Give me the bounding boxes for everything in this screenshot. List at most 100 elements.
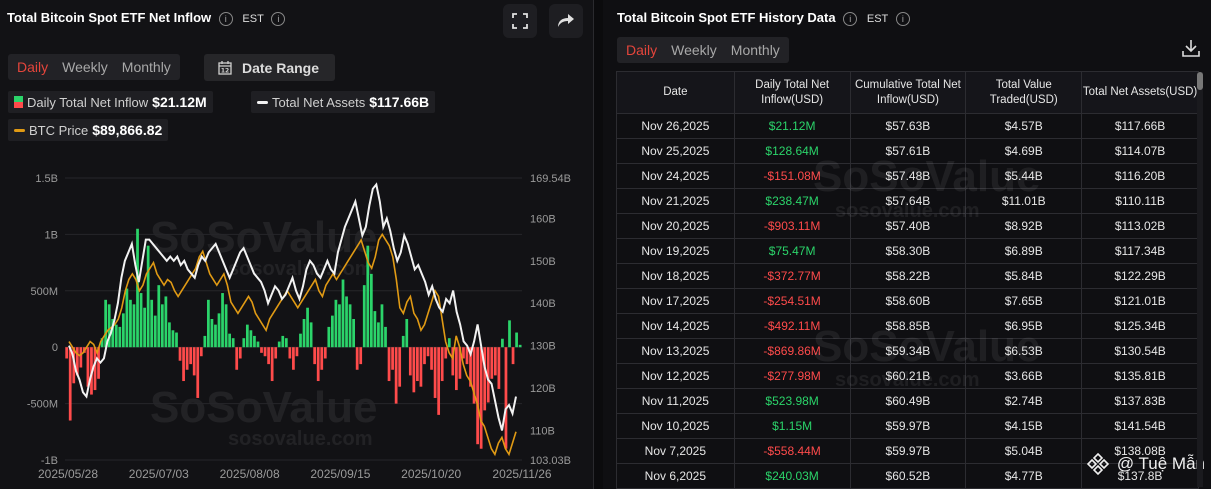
table-row[interactable]: Nov 26,2025 $21.12M $57.63B $4.57B $117.66B: [616, 113, 1199, 139]
inflow-bar: [451, 347, 455, 376]
inflow-bar: [426, 347, 430, 357]
inflow-bar: [274, 347, 278, 359]
inflow-bar: [65, 347, 69, 359]
inflow-bar: [504, 347, 508, 449]
inflow-bar: [121, 313, 125, 348]
inflow-bar: [447, 338, 451, 348]
bar-legend-icon: [14, 96, 23, 108]
calendar-icon: 12: [218, 60, 232, 75]
col-date[interactable]: Date: [616, 71, 735, 114]
cell-value-traded: $4.69B: [965, 138, 1083, 164]
cell-value-traded: $6.53B: [965, 338, 1083, 364]
left-axis-tick: 500M: [30, 286, 58, 298]
cell-net-assets: $113.02B: [1081, 213, 1199, 239]
table-row[interactable]: Nov 24,2025 -$151.08M $57.48B $5.44B $116.20…: [616, 163, 1199, 189]
tab-daily[interactable]: Daily: [626, 42, 658, 58]
inflow-bar: [267, 347, 270, 365]
share-button[interactable]: [549, 4, 583, 38]
table-row[interactable]: Nov 25,2025 $128.64M $57.61B $4.69B $114.07B: [616, 138, 1199, 164]
cell-net-assets: $117.34B: [1081, 238, 1199, 264]
inflow-bar: [306, 307, 309, 348]
share-icon: [558, 14, 574, 27]
inflow-bar: [129, 299, 132, 348]
cell-value-traded: $5.04B: [965, 438, 1083, 464]
cell-daily-inflow: $1.15M: [733, 413, 851, 439]
tab-weekly[interactable]: Weekly: [671, 42, 717, 58]
legend-total-net-assets[interactable]: Total Net Assets $117.66B: [251, 91, 436, 113]
inflow-bar: [493, 347, 497, 376]
cell-cumulative-inflow: $58.22B: [849, 263, 967, 289]
inflow-bar: [292, 347, 295, 370]
inflow-bar: [501, 338, 504, 348]
table-row[interactable]: Nov 6,2025 $240.03M $60.52B $4.77B $137.8B: [616, 463, 1199, 489]
inflow-bar: [207, 299, 210, 348]
table-row[interactable]: Nov 20,2025 -$903.11M $57.40B $8.92B $113.02…: [616, 213, 1199, 239]
inflow-bar: [479, 347, 483, 449]
cell-value-traded: $5.44B: [965, 163, 1083, 189]
table-row[interactable]: Nov 13,2025 -$869.86M $59.34B $6.53B $130.54…: [616, 338, 1199, 364]
fullscreen-button[interactable]: [503, 4, 537, 38]
inflow-bar: [175, 332, 178, 348]
cell-daily-inflow: -$492.11M: [733, 313, 851, 339]
table-row[interactable]: Nov 18,2025 -$372.77M $58.22B $5.84B $122.29…: [616, 263, 1199, 289]
cell-date: Nov 6,2025: [616, 463, 735, 489]
cell-daily-inflow: -$869.86M: [733, 338, 851, 364]
inflow-bar: [249, 330, 253, 348]
tab-daily[interactable]: Daily: [17, 59, 49, 75]
timezone-info-icon[interactable]: i: [895, 11, 910, 26]
cell-net-assets: $121.01B: [1081, 288, 1199, 314]
col-daily-inflow[interactable]: Daily Total Net Inflow(USD): [733, 71, 851, 114]
legend-btc-price[interactable]: BTC Price $89,866.82: [8, 119, 169, 141]
download-button[interactable]: [1182, 39, 1200, 62]
inflow-bar: [408, 347, 412, 376]
table-row[interactable]: Nov 14,2025 -$492.11M $58.85B $6.95B $125.34…: [616, 313, 1199, 339]
table-row[interactable]: Nov 12,2025 -$277.98M $60.21B $3.66B $135.81…: [616, 363, 1199, 389]
col-value-traded[interactable]: Total Value Traded(USD): [965, 71, 1083, 114]
cell-date: Nov 14,2025: [616, 313, 735, 339]
table-scrollbar[interactable]: [1197, 72, 1203, 487]
credit-badge: @ Tuệ Mẫn: [1085, 451, 1205, 477]
tab-monthly[interactable]: Monthly: [730, 42, 780, 58]
table-row[interactable]: Nov 10,2025 $1.15M $59.97B $4.15B $141.54B: [616, 413, 1199, 439]
fullscreen-icon: [512, 13, 528, 29]
download-icon: [1182, 40, 1200, 57]
info-icon[interactable]: i: [218, 11, 233, 26]
x-axis-tick: 2025/05/28: [38, 467, 98, 481]
tab-weekly[interactable]: Weekly: [62, 59, 108, 75]
cell-cumulative-inflow: $58.30B: [849, 238, 967, 264]
inflow-bar: [277, 341, 281, 348]
inflow-bar: [476, 347, 479, 445]
right-axis-tick: 130B: [530, 341, 556, 353]
date-range-button[interactable]: 12 Date Range: [204, 54, 335, 81]
inflow-bar: [401, 335, 405, 348]
net-inflow-panel: Total Bitcoin Spot ETF Net Inflow i EST …: [0, 0, 594, 489]
table-row[interactable]: Nov 19,2025 $75.47M $58.30B $6.89B $117.34B: [616, 238, 1199, 264]
scrollbar-thumb[interactable]: [1197, 72, 1203, 90]
history-table: Date Daily Total Net Inflow(USD) Cumulat…: [616, 71, 1199, 489]
inflow-bar: [320, 347, 324, 370]
inflow-bar: [75, 347, 79, 376]
legend-daily-inflow[interactable]: Daily Total Net Inflow $21.12M: [8, 91, 213, 113]
table-row[interactable]: Nov 17,2025 -$254.51M $58.60B $7.65B $121.01…: [616, 288, 1199, 314]
tab-monthly[interactable]: Monthly: [121, 59, 171, 75]
inflow-bar: [454, 347, 458, 391]
inflow-bar: [196, 347, 200, 398]
table-row[interactable]: Nov 11,2025 $523.98M $60.49B $2.74B $137.83B: [616, 388, 1199, 414]
inflow-bar: [263, 347, 267, 357]
line-legend-icon: [14, 128, 25, 132]
info-icon[interactable]: i: [843, 11, 858, 26]
col-cumulative-inflow[interactable]: Cumulative Total Net Inflow(USD): [849, 71, 967, 114]
inflow-bar: [433, 347, 437, 398]
inflow-bar: [68, 347, 72, 421]
inflow-bar: [253, 335, 256, 348]
inflow-bar: [313, 347, 317, 365]
table-row[interactable]: Nov 21,2025 $238.47M $57.64B $11.01B $110.11…: [616, 188, 1199, 214]
col-net-assets[interactable]: Total Net Assets(USD): [1081, 71, 1199, 114]
left-axis-tick: 1B: [45, 229, 58, 241]
cell-value-traded: $8.92B: [965, 213, 1083, 239]
timezone-info-icon[interactable]: i: [271, 11, 286, 26]
inflow-bar: [260, 347, 263, 353]
inflow-bar: [104, 299, 108, 348]
btc-value: $89,866.82: [92, 122, 163, 138]
table-row[interactable]: Nov 7,2025 -$558.44M $59.97B $5.04B $138.08B: [616, 438, 1199, 464]
